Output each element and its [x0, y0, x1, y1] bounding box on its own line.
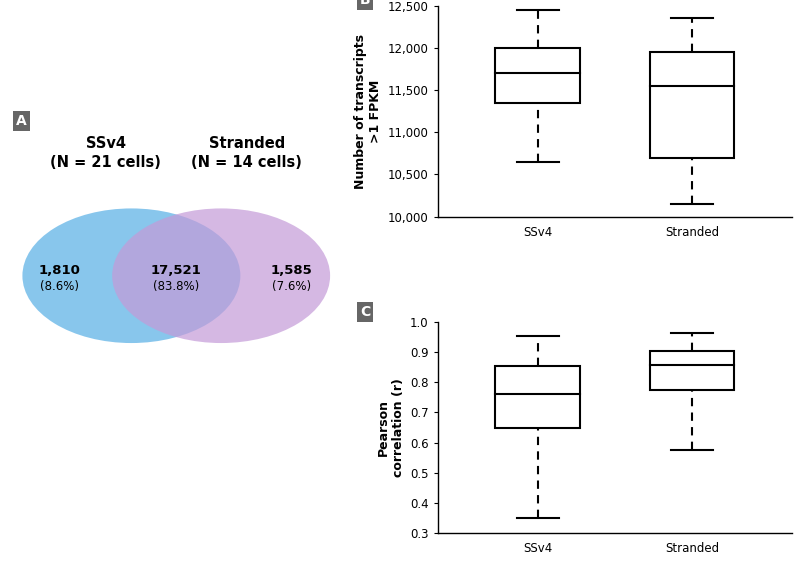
Text: 1,810: 1,810	[38, 264, 80, 277]
Ellipse shape	[22, 209, 240, 343]
Bar	[495, 366, 580, 428]
Text: 17,521: 17,521	[151, 264, 202, 277]
Text: (7.6%): (7.6%)	[272, 281, 311, 294]
Text: A: A	[16, 114, 26, 128]
Ellipse shape	[112, 209, 330, 343]
Text: (83.8%): (83.8%)	[153, 281, 199, 294]
Text: C: C	[360, 305, 370, 319]
Text: B: B	[360, 0, 370, 7]
Bar	[495, 48, 580, 103]
Bar	[650, 350, 734, 390]
Text: SSv4
(N = 21 cells): SSv4 (N = 21 cells)	[50, 136, 161, 170]
Y-axis label: Number of transcripts
>1 FPKM: Number of transcripts >1 FPKM	[354, 33, 382, 189]
Bar	[650, 52, 734, 158]
Text: Stranded
(N = 14 cells): Stranded (N = 14 cells)	[191, 136, 302, 170]
Y-axis label: Pearson
correlation (r): Pearson correlation (r)	[377, 378, 405, 477]
Text: (8.6%): (8.6%)	[40, 281, 78, 294]
Text: 1,585: 1,585	[270, 264, 313, 277]
